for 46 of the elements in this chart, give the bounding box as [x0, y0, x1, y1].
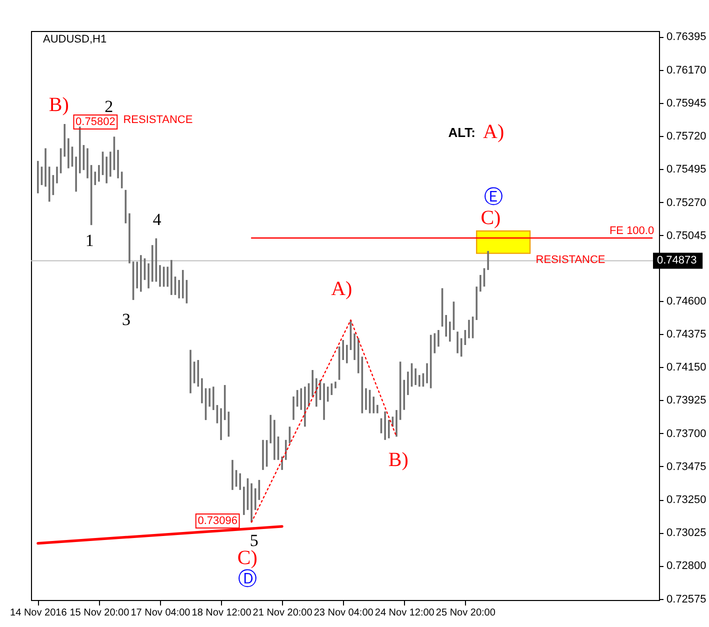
y-tick-label: 0.73925: [666, 394, 706, 407]
series-label: FE 100.0: [609, 225, 654, 238]
annotation: A): [331, 278, 352, 300]
y-tick-label: 0.73250: [666, 494, 706, 506]
x-tick-label: 14 Nov 2016: [10, 608, 68, 618]
x-tick-label: 24 Nov 12:00: [374, 608, 435, 618]
annotation: RESISTANCE: [536, 254, 606, 266]
y-tick-label: 0.75045: [666, 230, 706, 242]
annotation: 1: [85, 231, 94, 250]
annotation: Ⓔ: [484, 186, 504, 208]
x-tick-label: 25 Nov 20:00: [436, 608, 496, 618]
x-tick-label: 21 Nov 20:00: [252, 608, 313, 618]
y-tick-label: 0.74375: [666, 328, 706, 340]
y-tick-label: 0.72800: [666, 560, 706, 572]
y-tick-label: 0.73700: [666, 428, 706, 440]
annotation: 2: [104, 97, 114, 116]
annotation: RESISTANCE: [123, 114, 193, 126]
y-tick-label: 0.75720: [666, 130, 706, 143]
y-tick-label: 0.73475: [666, 460, 706, 473]
x-tick-label: 18 Nov 12:00: [192, 608, 252, 618]
annotation: 0.75802: [76, 116, 116, 128]
x-tick-label: 15 Nov 20:00: [70, 608, 130, 618]
y-tick-label: 0.72575: [666, 593, 706, 606]
y-tick-label: 0.74600: [666, 295, 706, 308]
y-tick-label: 0.76170: [666, 64, 706, 76]
annotation: C): [480, 207, 501, 229]
y-tick-label: 0.75945: [666, 97, 706, 110]
x-tick-label: 17 Nov 04:00: [130, 608, 191, 618]
y-tick-label: 0.74150: [666, 362, 706, 374]
ref-line-label: 0.74873: [657, 254, 697, 267]
annotation: 3: [122, 310, 130, 329]
annotation: ALT:: [448, 125, 476, 140]
x-tick-label: 23 Nov 04:00: [314, 608, 374, 618]
annotation: 4: [152, 210, 162, 229]
annotation: B): [48, 94, 69, 116]
y-tick-label: 0.73025: [666, 527, 706, 540]
y-tick-label: 0.75270: [666, 196, 706, 209]
annotation: B): [388, 449, 408, 471]
chart-title: AUDUSD,H1: [43, 34, 107, 46]
annotation: C): [237, 547, 258, 569]
annotation: 5: [250, 531, 258, 550]
annotation: Ⓓ: [238, 568, 257, 590]
annotation: A): [483, 121, 504, 143]
y-tick-label: 0.75495: [666, 164, 706, 176]
y-tick-label: 0.76395: [666, 31, 706, 44]
annotation: 0.73096: [198, 515, 238, 527]
